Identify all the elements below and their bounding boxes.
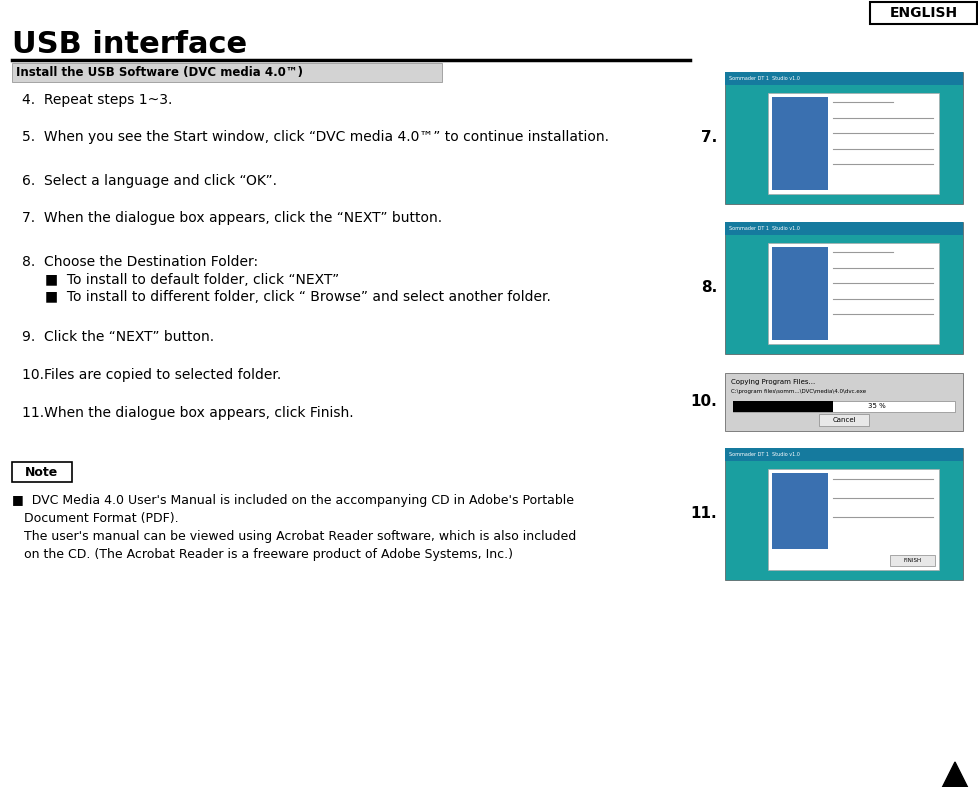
Text: 10.Files are copied to selected folder.: 10.Files are copied to selected folder. (22, 368, 281, 382)
Text: Cancel: Cancel (831, 417, 855, 423)
Bar (767, 93, 938, 194)
Bar (771, 247, 827, 340)
Text: 8.  Choose the Destination Folder:: 8. Choose the Destination Folder: (22, 255, 258, 269)
Bar (733, 401, 832, 412)
Text: on the CD. (The Acrobat Reader is a freeware product of Adobe Systems, Inc.): on the CD. (The Acrobat Reader is a free… (12, 548, 512, 561)
Bar (733, 401, 954, 412)
Text: 5.  When you see the Start window, click “DVC media 4.0™” to continue installati: 5. When you see the Start window, click … (22, 130, 608, 144)
Text: ENGLISH: ENGLISH (889, 6, 956, 20)
Text: 4.  Repeat steps 1~3.: 4. Repeat steps 1~3. (22, 93, 172, 107)
Text: Install the USB Software (DVC media 4.0™): Install the USB Software (DVC media 4.0™… (16, 66, 302, 79)
Text: 9.  Click the “NEXT” button.: 9. Click the “NEXT” button. (22, 330, 214, 344)
Bar (869, 2, 976, 24)
Text: Sommader DT 1  Studio v1.0: Sommader DT 1 Studio v1.0 (729, 76, 799, 81)
Bar (12, 462, 72, 482)
Text: 7.: 7. (700, 131, 716, 146)
Bar (819, 414, 868, 426)
Bar (725, 72, 962, 204)
Text: ■  To install to default folder, click “NEXT”: ■ To install to default folder, click “N… (45, 273, 339, 287)
Text: FINISH: FINISH (903, 558, 921, 563)
Bar (725, 222, 962, 354)
Text: 35 %: 35 % (867, 404, 885, 409)
Text: 10.: 10. (689, 394, 716, 409)
Text: Note: Note (25, 465, 59, 478)
Bar (767, 469, 938, 570)
Bar (771, 473, 827, 549)
Text: Sommader DT 1  Studio v1.0: Sommader DT 1 Studio v1.0 (729, 226, 799, 231)
Text: ■  DVC Media 4.0 User's Manual is included on the accompanying CD in Adobe's Por: ■ DVC Media 4.0 User's Manual is include… (12, 494, 573, 507)
Bar (889, 555, 934, 566)
Text: 6.  Select a language and click “OK”.: 6. Select a language and click “OK”. (22, 174, 277, 188)
Text: 11.When the dialogue box appears, click Finish.: 11.When the dialogue box appears, click … (22, 406, 353, 420)
Text: C:\program files\somm...\DVC\media\4.0\dvc.exe: C:\program files\somm...\DVC\media\4.0\d… (731, 389, 866, 394)
Bar (771, 97, 827, 190)
Bar (725, 72, 962, 85)
Text: Sommader DT 1  Studio v1.0: Sommader DT 1 Studio v1.0 (729, 452, 799, 457)
Bar (12, 63, 441, 82)
Bar (767, 243, 938, 344)
Bar (725, 448, 962, 461)
Text: Document Format (PDF).: Document Format (PDF). (12, 512, 178, 525)
Text: 11.: 11. (689, 507, 716, 522)
Bar (725, 222, 962, 235)
Polygon shape (928, 762, 978, 787)
Bar (725, 448, 962, 580)
Text: The user's manual can be viewed using Acrobat Reader software, which is also inc: The user's manual can be viewed using Ac… (12, 530, 576, 543)
Text: Copying Program Files...: Copying Program Files... (731, 379, 815, 385)
Bar (725, 373, 962, 431)
Text: ■  To install to different folder, click “ Browse” and select another folder.: ■ To install to different folder, click … (45, 290, 551, 304)
Text: 8.: 8. (700, 280, 716, 295)
Text: 7.  When the dialogue box appears, click the “NEXT” button.: 7. When the dialogue box appears, click … (22, 211, 442, 225)
Text: USB interface: USB interface (12, 30, 246, 59)
